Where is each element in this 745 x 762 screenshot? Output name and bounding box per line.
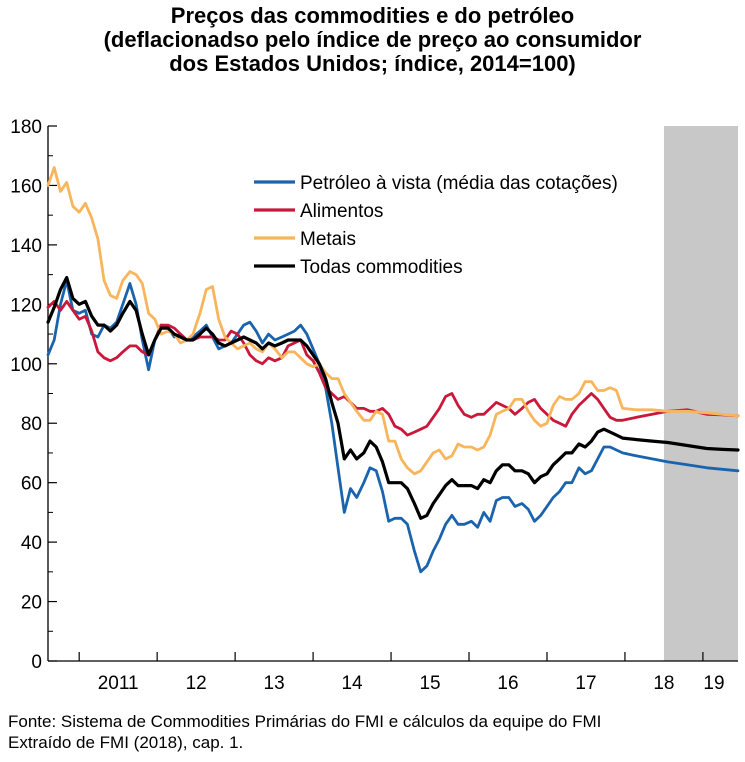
title-line-2: (deflacionadso pelo índice de preço ao c…	[103, 27, 642, 52]
x-tick-label: 13	[264, 673, 285, 694]
y-tick-label: 140	[10, 236, 42, 257]
y-tick-label: 0	[31, 652, 42, 673]
title-line-3: dos Estados Unidos; índice, 2014=100)	[169, 51, 576, 76]
y-tick-label: 20	[21, 593, 42, 614]
title-line-1: Preços das commodities e do petróleo	[170, 3, 575, 28]
series-line-3	[46, 166, 740, 476]
line-chart: 0 20 40 60 80 100 120 140 160 180 2011 12 13 14 15 16 17…	[10, 117, 740, 694]
y-tick-label: 100	[10, 355, 42, 376]
series-line-2	[46, 300, 740, 437]
legend-label: Petróleo à vista (média das cotações)	[300, 173, 618, 194]
y-tick-label: 160	[10, 176, 42, 197]
x-tick-label: 19	[703, 673, 724, 694]
x-tick-label: 16	[497, 673, 518, 694]
legend-label: Alimentos	[300, 201, 383, 222]
source-line-1: Fonte: Sistema de Commodities Primárias …	[8, 712, 602, 731]
x-tick-label: 12	[186, 673, 207, 694]
y-tick-label: 40	[21, 533, 42, 554]
projection-shading	[663, 126, 738, 661]
source-line-2: Extraído de FMI (2018), cap. 1.	[8, 733, 244, 752]
y-tick-label: 60	[21, 474, 42, 495]
legend-label: Metais	[300, 229, 356, 250]
x-tick-label: 15	[419, 673, 440, 694]
x-tick-label: 18	[653, 673, 674, 694]
series-line-1	[46, 279, 740, 574]
chart-title: Preços das commodities e do petróleo (de…	[0, 4, 745, 76]
x-tick-label: 2011	[98, 673, 139, 694]
series-line-4	[46, 276, 740, 520]
y-tick-label: 120	[10, 295, 42, 316]
y-tick-label: 80	[21, 414, 42, 435]
source-note: Fonte: Sistema de Commodities Primárias …	[8, 711, 601, 753]
x-tick-label: 17	[575, 673, 596, 694]
legend-label: Todas commodities	[300, 257, 463, 278]
x-tick-label: 14	[341, 673, 363, 694]
y-tick-label: 180	[10, 117, 42, 138]
